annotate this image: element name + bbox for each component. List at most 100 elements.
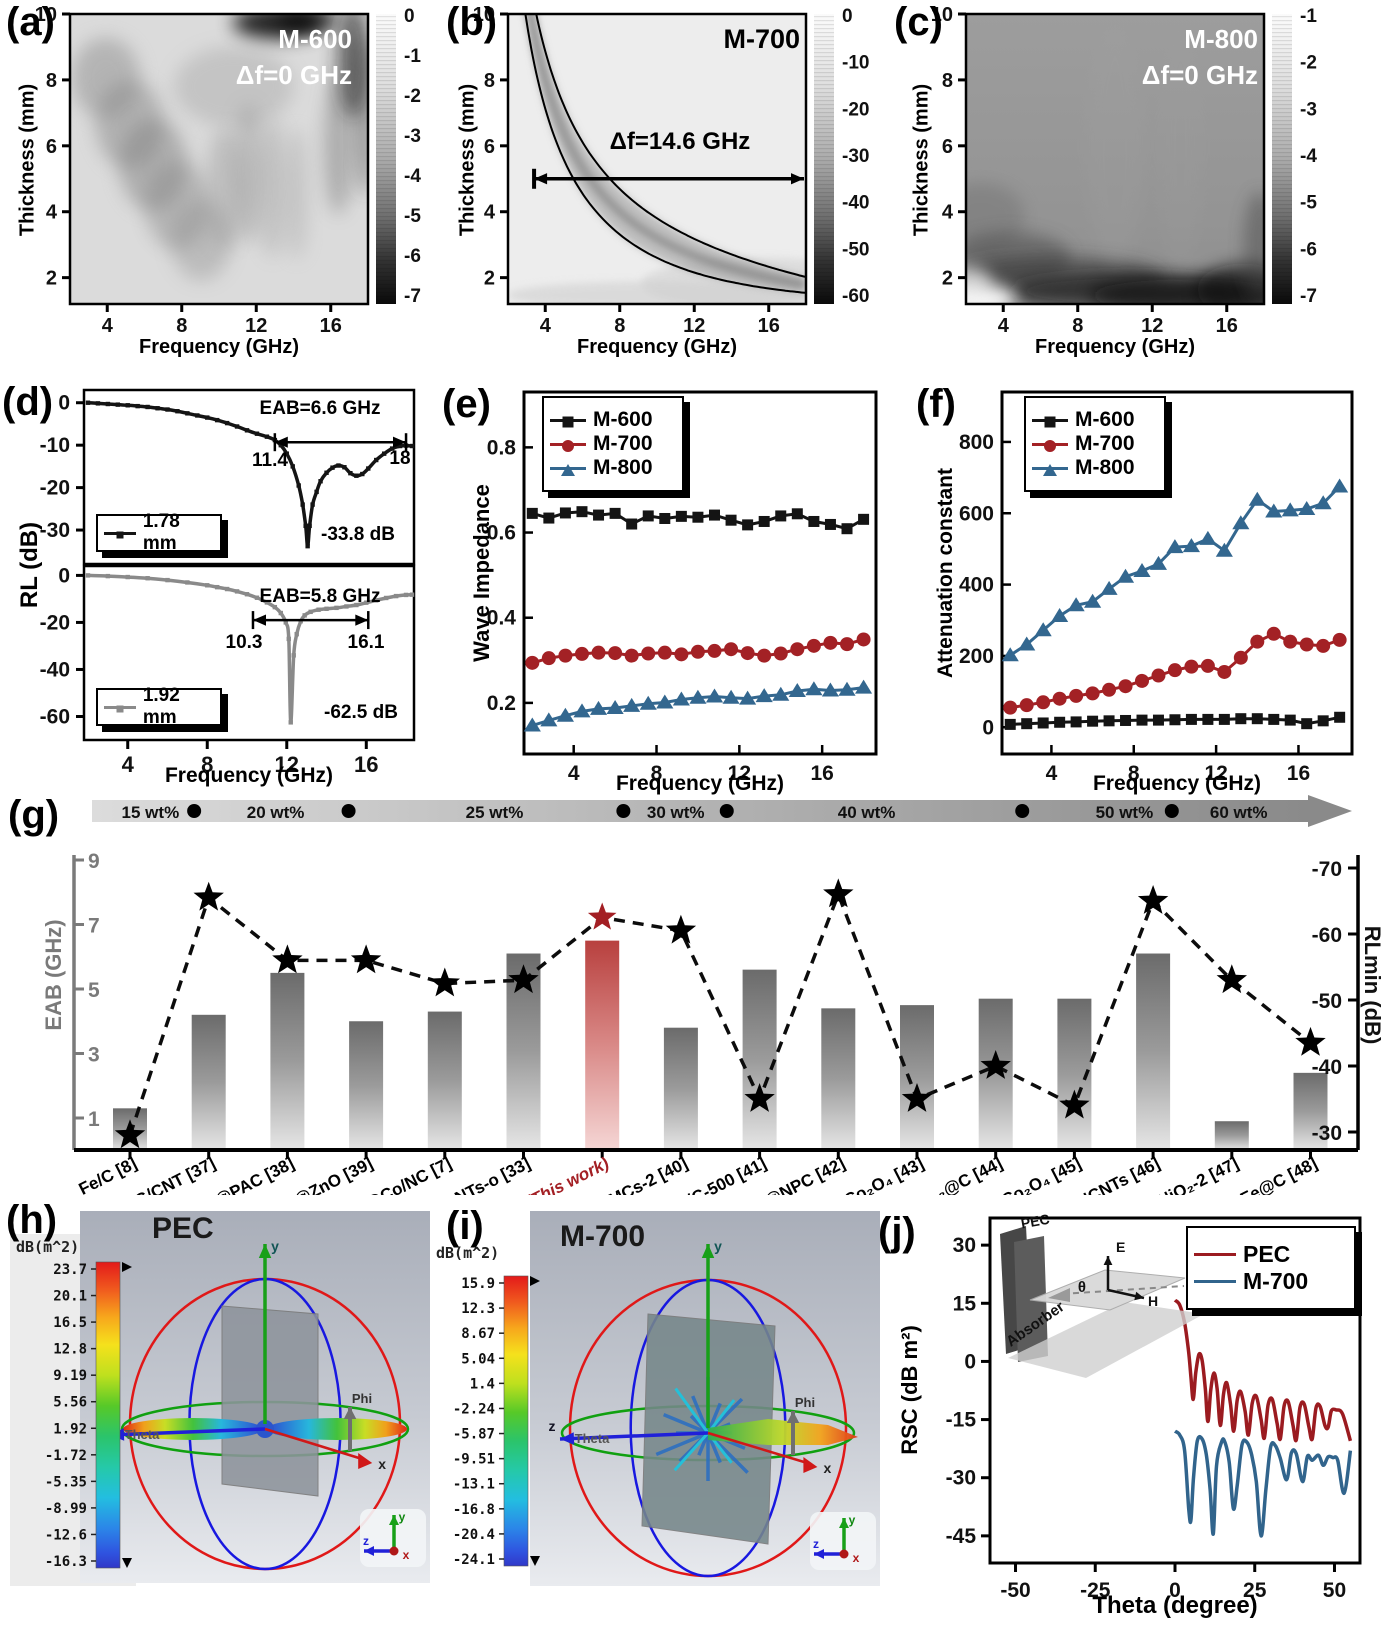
curve-point <box>224 420 230 426</box>
y-tick-label: 4 <box>46 202 58 224</box>
colorbar-tick-label: -3 <box>404 126 421 147</box>
x-tick-label: 12 <box>1141 315 1163 337</box>
marker-square <box>626 518 638 530</box>
marker-square <box>1021 718 1033 730</box>
arrow-head <box>364 1546 374 1556</box>
wt-separator-dot <box>719 804 734 818</box>
curve-point <box>278 610 284 616</box>
curve-point <box>360 471 365 477</box>
y-tick-label: 0 <box>58 564 70 587</box>
marker-triangle <box>1100 580 1118 595</box>
marker-circle <box>1135 673 1149 688</box>
colorbar-tick-label: -5 <box>1300 193 1317 214</box>
colorbar-tick-label: 12.3 <box>461 1301 495 1317</box>
curve-point <box>155 406 160 411</box>
curve-point <box>389 446 395 451</box>
y-tick-label: 0 <box>982 716 994 739</box>
curve-point <box>334 605 339 611</box>
marker-circle <box>1200 658 1215 673</box>
marker-circle <box>657 645 672 660</box>
rlmin-tick-label: -70 <box>1312 858 1342 881</box>
legend-row-m-700: M-700 <box>1032 432 1158 456</box>
arrow-head <box>1134 1291 1144 1301</box>
legend-marker-sq-small <box>116 705 124 712</box>
inset-e-label: E <box>1116 1239 1125 1255</box>
panel-g-canvas: 15 wt% 20 wt% 25 wt% 30 wt% 40 wt% 50 wt% 60 w… <box>72 795 1360 1195</box>
rlmin-tick-label: -30 <box>1312 1122 1342 1145</box>
marker-square <box>659 512 671 524</box>
scatter-spike-cyan <box>673 1432 710 1472</box>
marker-square <box>675 510 687 522</box>
legend-marker-triangle <box>1043 463 1057 476</box>
colorbar-tick-label: -6 <box>1300 239 1317 260</box>
panel-h-title: PEC <box>152 1212 214 1245</box>
x-tick-label: 16 <box>1216 315 1238 337</box>
star-marker <box>193 881 224 911</box>
colorbar-tick-label: 12.8 <box>53 1342 87 1358</box>
panel-g-left-axis-title: EAB (GHz) <box>41 919 66 1031</box>
star-marker <box>1216 964 1247 994</box>
marker-square <box>791 508 803 520</box>
x-axis-head <box>803 1457 818 1473</box>
arrow-head <box>355 614 369 626</box>
eab-bar <box>742 969 777 1150</box>
curve-point <box>302 613 307 618</box>
legend-row-m-700: M-700 <box>1194 1268 1348 1295</box>
x-tick-label: 4 <box>102 315 114 337</box>
arrow-head <box>274 436 288 448</box>
x-tick-label: 0 <box>1169 1579 1181 1602</box>
heatmap-shading <box>508 14 806 304</box>
marker-triangle <box>1281 502 1299 517</box>
panel-j-ylabel: RSC (dB m²) <box>897 1325 922 1455</box>
eab-bar <box>349 1021 384 1150</box>
legend-label: M-700 <box>1075 432 1135 455</box>
legend-marker-line <box>1194 1253 1236 1256</box>
marker-circle <box>740 646 755 661</box>
curve-point <box>115 402 120 407</box>
inset-ground-sheet <box>1008 1302 1204 1378</box>
panel-e-ylabel: Wave Impedance <box>469 484 494 662</box>
wt-separator-dot <box>341 804 356 818</box>
colorbar-max-marker <box>530 1276 540 1286</box>
legend-row-m-600: M-600 <box>550 408 676 432</box>
colorbar-tick-label: -40 <box>842 193 869 214</box>
colorbar-tick-label: -20 <box>842 99 869 120</box>
panel-e-letter: (e) <box>442 382 491 426</box>
panel-a-letter: (a) <box>6 0 55 44</box>
rlmin-tick-label: -50 <box>1312 990 1342 1013</box>
arrow-head <box>791 173 804 185</box>
colorbar-tick-label: -16.3 <box>45 1554 87 1570</box>
panel-c-subtitle: Δf=0 GHz <box>1141 60 1258 90</box>
colorbar-tick-label: -6 <box>404 246 421 267</box>
sample-plate <box>221 1305 319 1497</box>
y-tick-label: 2 <box>46 268 57 290</box>
curve-point <box>300 502 305 507</box>
heatmap-shading <box>71 14 368 281</box>
marker-circle <box>674 647 689 662</box>
eab-f1-top: 11.4 <box>252 450 288 471</box>
curve-point <box>175 409 180 414</box>
x-axis-label: x <box>823 1460 831 1476</box>
curve-point <box>254 595 260 600</box>
marker-square <box>1136 714 1148 726</box>
marker-triangle <box>1265 503 1283 518</box>
y-axis-label: y <box>714 1238 722 1254</box>
heatmap-blob <box>258 118 287 258</box>
y-tick-label: 600 <box>959 502 994 525</box>
marker-square <box>692 511 704 523</box>
marker-triangle <box>540 712 558 727</box>
marker-circle <box>1167 663 1182 678</box>
marker-triangle <box>1199 530 1217 545</box>
y-tick-label: -30 <box>946 1467 976 1490</box>
curve-point <box>374 457 379 463</box>
marker-triangle <box>1248 491 1266 506</box>
marker-circle <box>574 646 589 661</box>
x-tick-label: 12 <box>245 315 267 337</box>
x-axis-label: x <box>378 1456 386 1472</box>
y-tick-label: 200 <box>959 645 994 668</box>
panel-f-letter: (f) <box>916 382 956 426</box>
marker-circle <box>1299 637 1314 652</box>
legend-marker-sq-small <box>116 531 124 538</box>
legend-label: M-800 <box>593 456 653 479</box>
